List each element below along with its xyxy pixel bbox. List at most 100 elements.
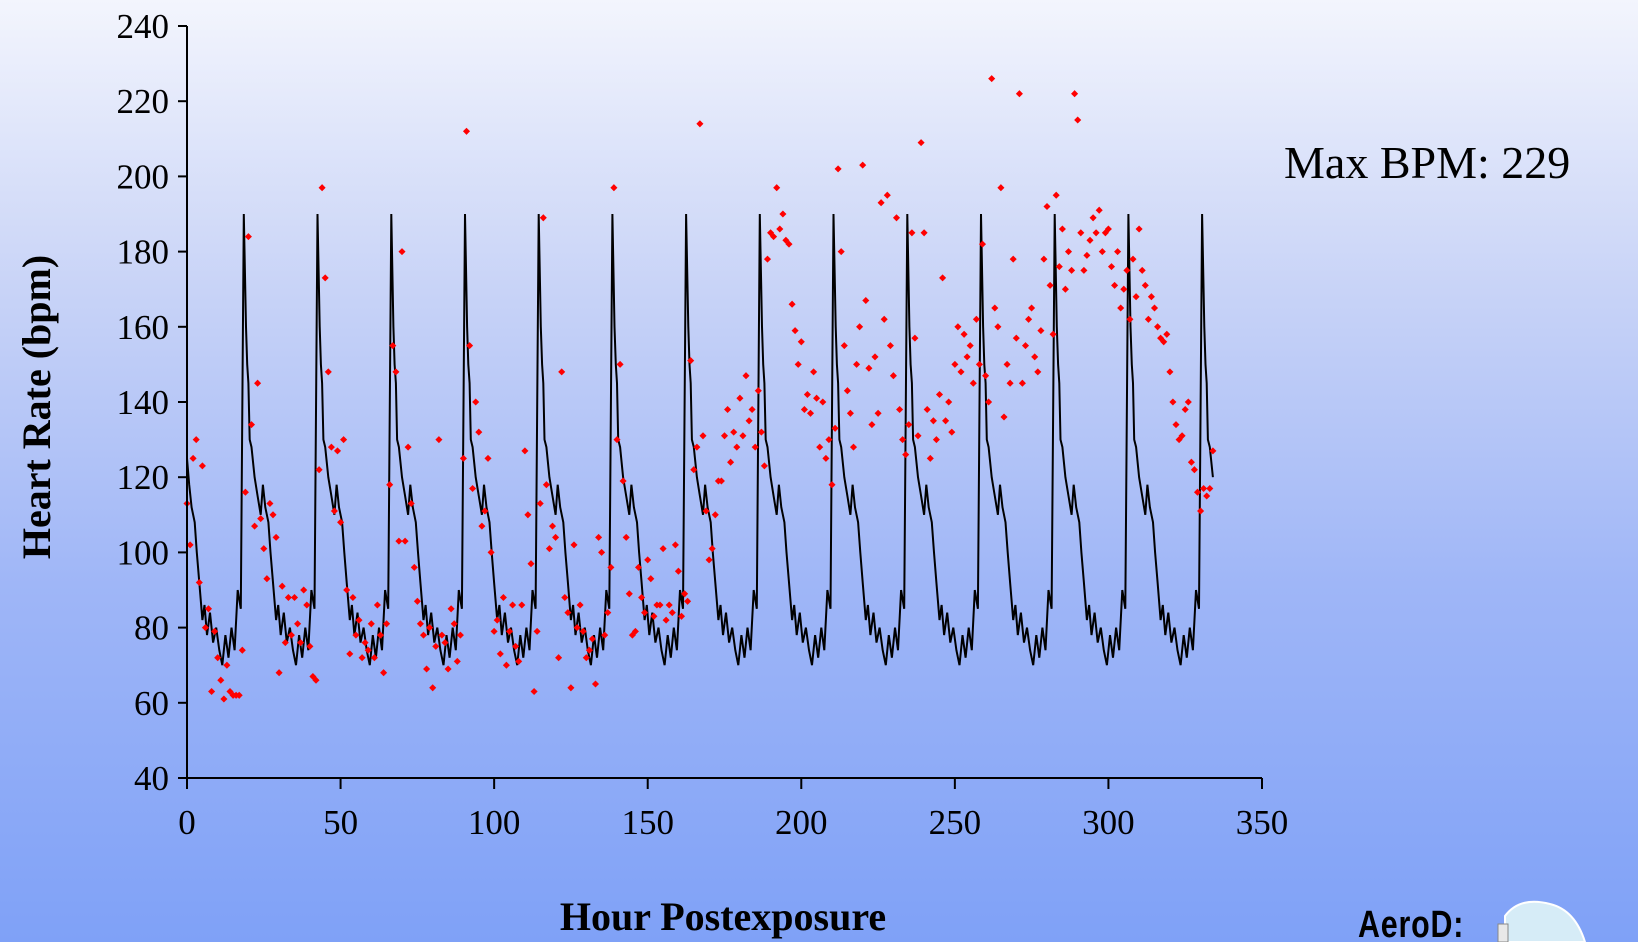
scatter-point	[407, 499, 415, 508]
scatter-point	[1132, 293, 1140, 301]
scatter-point	[1114, 248, 1122, 256]
scatter-point	[588, 635, 596, 643]
scatter-point	[1181, 405, 1189, 414]
scatter-point	[1172, 421, 1180, 429]
scatter-point	[724, 405, 732, 414]
scatter-point	[266, 499, 274, 508]
scatter-point	[539, 214, 547, 222]
scatter-point	[453, 657, 461, 665]
scatter-point	[705, 556, 713, 564]
scatter-point	[413, 597, 421, 605]
scatter-point	[840, 342, 848, 350]
plot-frame	[187, 26, 1262, 778]
scatter-point	[1147, 293, 1155, 301]
scatter-point	[364, 646, 372, 654]
scatter-point	[978, 240, 987, 248]
y-tick-label: 220	[117, 82, 170, 121]
scatter-point	[472, 398, 480, 406]
scatter-point	[254, 379, 262, 387]
scatter-point	[616, 360, 624, 368]
scatter-point	[702, 507, 710, 515]
scatter-point	[192, 436, 200, 444]
scatter-point	[576, 601, 584, 609]
scatter-point	[1089, 214, 1097, 222]
scatter-point	[346, 650, 354, 658]
scatter-point	[770, 233, 778, 241]
scatter-point	[257, 515, 265, 523]
scatter-point	[352, 631, 360, 639]
scatter-point	[951, 360, 959, 368]
scatter-point	[601, 631, 609, 639]
scatter-point	[386, 481, 394, 489]
scatter-point	[644, 556, 652, 564]
scatter-point	[269, 511, 277, 519]
scatter-point	[687, 357, 695, 365]
scatter-point	[327, 443, 335, 451]
scatter-point	[763, 255, 772, 263]
scatter-point	[892, 214, 901, 222]
scatter-point	[929, 417, 937, 425]
scatter-point	[1043, 202, 1051, 211]
scatter-point	[975, 360, 983, 368]
scatter-point	[1012, 334, 1020, 342]
scatter-point	[1071, 90, 1079, 98]
scatter-point	[469, 484, 477, 493]
scatter-point	[684, 597, 692, 605]
x-tick-label: 100	[468, 803, 521, 842]
scatter-point	[355, 616, 363, 624]
scatter-point	[720, 432, 729, 440]
scatter-point	[899, 436, 907, 444]
scatter-point	[607, 563, 615, 571]
scatter-point	[217, 676, 225, 684]
scatter-point	[383, 620, 391, 628]
x-tick-label: 150	[621, 803, 674, 842]
scatter-point	[859, 161, 867, 169]
scatter-point	[797, 338, 805, 346]
scatter-point	[198, 462, 206, 470]
y-tick-label: 140	[117, 383, 170, 422]
scatter-point	[1040, 255, 1048, 263]
scatter-point	[785, 240, 793, 248]
scatter-point	[558, 368, 566, 376]
scatter-point	[487, 548, 495, 556]
scatter-point	[450, 620, 458, 628]
scatter-point	[1015, 90, 1023, 98]
scatter-point	[459, 454, 467, 462]
x-tick-label: 50	[323, 803, 358, 842]
scatter-point	[1049, 330, 1057, 338]
scatter-point	[223, 661, 231, 669]
scatter-point	[306, 642, 314, 650]
scatter-point	[552, 533, 560, 541]
scatter-point	[1095, 206, 1103, 214]
scatter-point	[1154, 323, 1162, 331]
scatter-point	[238, 646, 246, 654]
scatter-point	[819, 398, 827, 406]
scatter-point	[502, 661, 510, 669]
scatter-point	[524, 511, 532, 519]
scatter-point	[404, 443, 412, 451]
scatter-point	[340, 436, 348, 444]
scatter-point	[813, 394, 821, 402]
scatter-point	[874, 409, 882, 417]
x-tick-label: 300	[1082, 803, 1135, 842]
scatter-point	[343, 586, 351, 594]
scatter-point	[370, 654, 378, 662]
scatter-point	[994, 323, 1002, 331]
scatter-point	[834, 165, 842, 173]
scatter-point	[401, 537, 409, 545]
scatter-point	[911, 334, 919, 342]
scatter-point	[1031, 353, 1039, 361]
scatter-point	[681, 590, 689, 598]
scatter-point	[1077, 229, 1085, 237]
scatter-point	[849, 443, 858, 451]
scatter-point	[604, 609, 612, 617]
scatter-point	[484, 454, 492, 462]
scatter-point	[318, 184, 326, 192]
scatter-point	[475, 428, 483, 436]
scatter-point	[613, 436, 621, 444]
x-tick-label: 0	[178, 803, 196, 842]
scatter-point	[1111, 281, 1119, 289]
scatter-point	[760, 462, 768, 470]
max-bpm-annotation: Max BPM: 229	[1284, 137, 1571, 188]
